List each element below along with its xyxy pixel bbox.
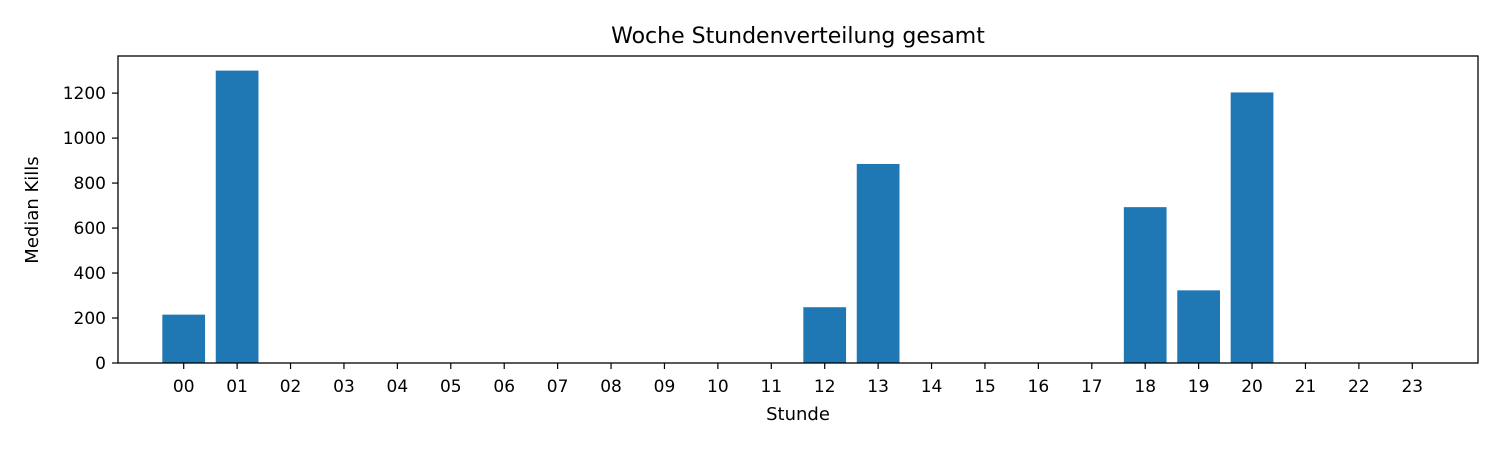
x-axis: 00 01 02 03 04 05 06 07 08 09 10 11 12 13 14 15 16 17 18 19…	[173, 363, 1423, 397]
bar-01	[216, 71, 259, 363]
y-tick-label-1200: 1200	[63, 84, 106, 104]
bar-18	[1124, 207, 1167, 363]
bar-00	[162, 315, 205, 363]
x-tick-label-21: 21	[1295, 377, 1317, 397]
y-tick-label-200: 200	[74, 309, 106, 329]
x-tick-label-17: 17	[1081, 377, 1103, 397]
y-axis-label: Median Kills	[22, 156, 43, 263]
y-tick-label-400: 400	[74, 264, 106, 284]
x-tick-label-13: 13	[867, 377, 889, 397]
bar-20	[1231, 92, 1274, 363]
y-axis: 0 200 400 600 800 1000 1200	[63, 84, 118, 374]
x-tick-label-14: 14	[921, 377, 943, 397]
x-tick-label-02: 02	[280, 377, 302, 397]
plot-frame	[118, 56, 1478, 363]
x-tick-label-16: 16	[1028, 377, 1050, 397]
y-tick-label-0: 0	[95, 354, 106, 374]
x-tick-label-22: 22	[1348, 377, 1370, 397]
x-tick-label-15: 15	[974, 377, 996, 397]
x-tick-label-20: 20	[1241, 377, 1263, 397]
x-tick-label-23: 23	[1401, 377, 1423, 397]
x-tick-label-05: 05	[440, 377, 462, 397]
x-tick-label-01: 01	[226, 377, 248, 397]
bar-19	[1177, 290, 1220, 363]
y-tick-label-1000: 1000	[63, 129, 106, 149]
x-tick-label-12: 12	[814, 377, 836, 397]
chart-title: Woche Stundenverteilung gesamt	[611, 24, 985, 49]
x-tick-label-10: 10	[707, 377, 729, 397]
x-tick-label-08: 08	[600, 377, 622, 397]
bars-layer	[162, 71, 1273, 363]
bar-13	[857, 164, 900, 363]
x-tick-label-00: 00	[173, 377, 195, 397]
x-tick-label-07: 07	[547, 377, 569, 397]
x-tick-label-11: 11	[760, 377, 782, 397]
x-tick-label-06: 06	[493, 377, 515, 397]
x-tick-label-03: 03	[333, 377, 355, 397]
x-tick-label-19: 19	[1188, 377, 1210, 397]
x-tick-label-18: 18	[1134, 377, 1156, 397]
y-tick-label-800: 800	[74, 174, 106, 194]
x-tick-label-09: 09	[654, 377, 676, 397]
x-axis-label: Stunde	[766, 404, 830, 425]
x-tick-label-04: 04	[387, 377, 409, 397]
bar-12	[803, 307, 846, 363]
y-tick-label-600: 600	[74, 219, 106, 239]
